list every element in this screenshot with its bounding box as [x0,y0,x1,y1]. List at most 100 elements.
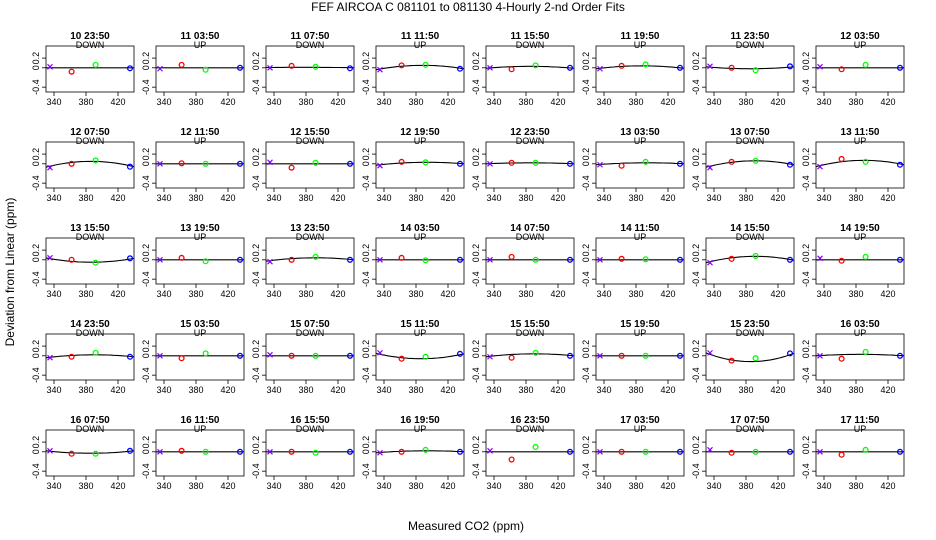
x-tick-label: 380 [628,481,643,491]
y-tick-label: 0.2 [141,436,151,449]
x-tick-label: 420 [550,97,565,107]
data-point [642,158,649,165]
panel-frame [375,141,465,189]
x-tick-label: 420 [220,289,235,299]
panel-frame [705,333,795,381]
x-tick-label: 420 [330,385,345,395]
x-tick-label: 380 [78,97,93,107]
fit-curve [45,354,135,359]
y-tick-label: 0.2 [471,340,481,353]
panel-frame [705,237,795,285]
y-tick-label: -0.4 [581,175,591,191]
y-tick-label: -0.4 [801,463,811,479]
x-tick-label: 420 [110,289,125,299]
y-tick-label: 0 [691,161,701,166]
data-point [817,255,823,262]
data-point [126,447,134,454]
data-point [267,64,273,71]
fit-curve [595,162,685,166]
y-tick-label: 0 [801,449,811,454]
data-point [676,64,684,71]
data-point [597,65,603,72]
panel-direction: UP [194,328,207,338]
data-point [92,259,99,266]
y-tick-label: 0.2 [31,244,41,257]
y-tick-label: 0.2 [251,244,261,257]
y-tick-label: 0 [31,353,41,358]
data-point [676,256,684,263]
panel-frame [265,45,355,93]
data-point [508,456,515,463]
panel-frame [485,45,575,93]
y-tick-label: 0 [361,65,371,70]
data-point [817,163,823,170]
data-point [786,350,794,357]
panel-direction: DOWN [296,40,325,50]
fit-curve [485,353,575,358]
y-tick-label: 0 [251,353,261,358]
x-tick-label: 420 [660,97,675,107]
panel-title: 14 07:50 [510,223,550,234]
x-tick-label: 420 [770,193,785,203]
data-point [566,256,574,263]
panel-title: 13 15:50 [70,223,110,234]
y-tick-label: 0 [251,65,261,70]
data-point [487,353,493,360]
panel-title: 11 03:50 [181,31,220,42]
y-tick-label: -0.4 [141,175,151,191]
y-tick-label: -0.4 [31,175,41,191]
x-tick-label: 340 [376,97,391,107]
panel-frame [375,45,465,93]
x-tick-label: 340 [816,289,831,299]
x-tick-label: 380 [518,97,533,107]
data-point [68,256,75,263]
y-tick-label: 0 [471,257,481,262]
data-point [398,448,405,455]
x-tick-label: 380 [408,289,423,299]
x-tick-label: 340 [486,481,501,491]
panel-frame [45,141,135,189]
y-tick-label: -0.4 [31,367,41,383]
data-point [178,447,185,454]
panel-title: 17 07:50 [730,415,770,426]
x-tick-label: 340 [46,289,61,299]
fit-curve [45,450,135,454]
panel-frame [595,45,685,93]
y-tick-label: -0.4 [691,271,701,287]
panel-direction: DOWN [516,136,545,146]
x-tick-label: 420 [660,481,675,491]
x-tick-label: 420 [880,289,895,299]
y-tick-label: -0.4 [471,79,481,95]
data-point [312,63,319,70]
y-tick-label: 0 [141,161,151,166]
y-tick-label: 0.2 [801,436,811,449]
data-point [707,63,713,70]
panel-direction: DOWN [296,328,325,338]
y-tick-label: -0.4 [251,79,261,95]
fit-curve [45,257,135,263]
data-point [157,160,163,167]
data-point [236,160,244,167]
panel-direction: DOWN [736,328,765,338]
y-tick-label: 0 [361,449,371,454]
y-tick-label: -0.4 [471,271,481,287]
x-tick-label: 340 [706,481,721,491]
panel-direction: DOWN [76,136,105,146]
data-point [236,64,244,71]
y-tick-label: -0.4 [141,367,151,383]
panel-frame [705,141,795,189]
x-tick-label: 380 [298,97,313,107]
data-point [618,162,625,169]
data-point [178,61,185,68]
data-point [422,446,429,453]
y-tick-label: 0.2 [691,340,701,353]
panel-direction: UP [194,424,207,434]
y-tick-label: 0 [581,353,591,358]
